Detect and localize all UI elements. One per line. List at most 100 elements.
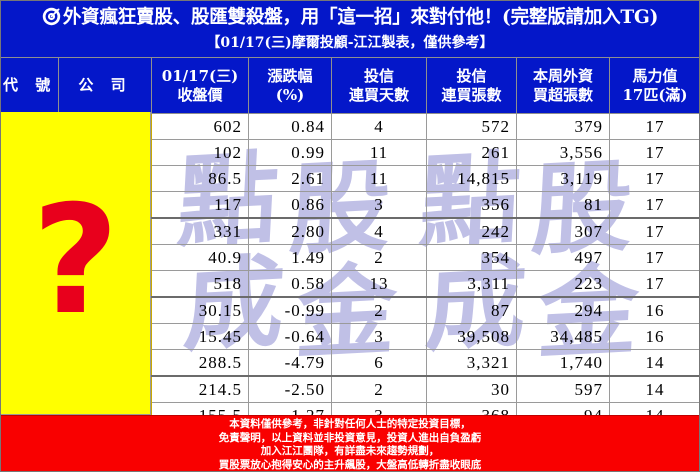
cell-buy-days: 3 — [331, 191, 427, 219]
cell-foreign-net-lots: 379 — [516, 113, 610, 140]
header-line-2: 17匹(滿) — [622, 85, 688, 104]
cell-change-pct: 2.80 — [248, 217, 332, 245]
cell-power-value: 17 — [609, 139, 700, 166]
cell-foreign-net-lots: 81 — [516, 191, 610, 219]
cell-buy-days: 4 — [331, 217, 427, 245]
header-line-1: 01/17(三) — [161, 66, 239, 85]
disclaimer-line: 免責聲明，以上資料並非投資意見，投資人進出自負盈虧 — [218, 431, 482, 444]
cell-close-price: 117 — [151, 191, 249, 219]
column-header-buy-lots: 投信 連買張數 — [426, 57, 517, 114]
cell-power-value: 14 — [609, 349, 700, 377]
disclaimer-line: 本資料僅供參考，非針對任何人士的特定投資目標， — [229, 418, 471, 430]
cell-change-pct: -4.79 — [248, 349, 332, 377]
cell-change-pct: -2.50 — [248, 375, 332, 403]
cell-buy-lots: 3,321 — [426, 349, 517, 377]
header-line-1: 投信 — [363, 66, 394, 85]
cell-foreign-net-lots: 3,119 — [516, 165, 610, 192]
cell-change-pct: -0.64 — [248, 323, 332, 350]
cell-close-price: 214.5 — [151, 375, 249, 403]
header-line-1: 漲跌幅 — [267, 66, 313, 85]
cell-close-price: 15.45 — [151, 323, 249, 350]
cell-power-value: 16 — [609, 296, 700, 324]
disclaimer-line: 買股票放心抱得安心的主升飆股，大盤高低轉折盡收眼底 — [218, 458, 482, 471]
cell-power-value: 17 — [609, 244, 700, 271]
cell-buy-days: 11 — [331, 165, 427, 192]
target-dart-icon — [42, 7, 61, 32]
cell-change-pct: 0.84 — [248, 113, 332, 140]
cell-buy-days: 2 — [331, 296, 427, 324]
cell-close-price: 288.5 — [151, 349, 249, 377]
cell-buy-lots: 356 — [426, 191, 517, 219]
cell-foreign-net-lots: 497 — [516, 244, 610, 271]
header-line-2: 買超張數 — [532, 85, 593, 104]
cell-foreign-net-lots: 597 — [516, 375, 610, 403]
cell-power-value: 17 — [609, 191, 700, 219]
cell-close-price: 331 — [151, 217, 249, 245]
column-header-power-value: 馬力值 17匹(滿) — [609, 57, 700, 114]
table-header-row: 代 號 公 司 01/17(三) 收盤價 漲跌幅 (%) 投信 — [0, 57, 700, 114]
header-line-1: 馬力值 — [632, 66, 678, 85]
cell-buy-days: 6 — [331, 349, 427, 377]
cell-close-price: 102 — [151, 139, 249, 166]
cell-change-pct: 1.49 — [248, 244, 332, 271]
cell-buy-days: 2 — [331, 375, 427, 403]
cell-foreign-net-lots: 223 — [516, 270, 610, 298]
cell-foreign-net-lots: 34,485 — [516, 323, 610, 350]
column-header-buy-days: 投信 連買天數 — [331, 57, 427, 114]
cell-change-pct: 0.58 — [248, 270, 332, 298]
header-line-2: (%) — [275, 85, 305, 104]
cell-buy-lots: 39,508 — [426, 323, 517, 350]
page-title: 外資瘋狂賣股、股匯雙殺盤，用「這一招」來對付他！(完整版請加入TG) — [62, 7, 659, 28]
column-header-change-pct: 漲跌幅 (%) — [248, 57, 332, 114]
header-line-1: 投信 — [456, 66, 487, 85]
header-line-1: 公 司 — [78, 76, 132, 94]
cell-close-price: 86.5 — [151, 165, 249, 192]
cell-change-pct: -0.99 — [248, 296, 332, 324]
cell-buy-lots: 14,815 — [426, 165, 517, 192]
cell-change-pct: 0.86 — [248, 191, 332, 219]
cell-buy-lots: 354 — [426, 244, 517, 271]
cell-power-value: 17 — [609, 165, 700, 192]
cell-buy-lots: 87 — [426, 296, 517, 324]
cell-foreign-net-lots: 3,556 — [516, 139, 610, 166]
cell-power-value: 17 — [609, 270, 700, 298]
cell-change-pct: 0.99 — [248, 139, 332, 166]
cell-buy-days: 11 — [331, 139, 427, 166]
cell-buy-lots: 30 — [426, 375, 517, 403]
cell-buy-days: 4 — [331, 113, 427, 140]
cell-foreign-net-lots: 294 — [516, 296, 610, 324]
question-mark-icon: ? — [31, 173, 119, 348]
cell-power-value: 17 — [609, 217, 700, 245]
cell-foreign-net-lots: 307 — [516, 217, 610, 245]
column-header-company: 公 司 — [58, 57, 152, 114]
cell-close-price: 602 — [151, 113, 249, 140]
cell-power-value: 14 — [609, 375, 700, 403]
cell-buy-lots: 3,311 — [426, 270, 517, 298]
header-line-2: 收盤價 — [177, 85, 223, 104]
hidden-stock-names-panel: ? — [0, 112, 151, 415]
header-line-1: 本周外資 — [532, 66, 593, 85]
cell-buy-days: 13 — [331, 270, 427, 298]
page-subtitle: 【01/17(三)摩爾投顧-江江製表，僅供參考】 — [206, 35, 494, 51]
cell-foreign-net-lots: 1,740 — [516, 349, 610, 377]
cell-buy-lots: 572 — [426, 113, 517, 140]
footer-disclaimer: 本資料僅供參考，非針對任何人士的特定投資目標， 免責聲明，以上資料並非投資意見，… — [0, 415, 700, 472]
header-banner: 外資瘋狂賣股、股匯雙殺盤，用「這一招」來對付他！(完整版請加入TG) 【01/1… — [0, 0, 700, 57]
header-line-2: 連買天數 — [348, 85, 409, 104]
cell-power-value: 16 — [609, 323, 700, 350]
cell-buy-days: 2 — [331, 244, 427, 271]
cell-close-price: 40.9 — [151, 244, 249, 271]
column-header-close-price: 01/17(三) 收盤價 — [151, 57, 249, 114]
cell-close-price: 518 — [151, 270, 249, 298]
cell-close-price: 30.15 — [151, 296, 249, 324]
cell-buy-lots: 261 — [426, 139, 517, 166]
header-title-row: 外資瘋狂賣股、股匯雙殺盤，用「這一招」來對付他！(完整版請加入TG) — [0, 7, 700, 32]
header-line-1: 代 號 — [3, 76, 57, 94]
cell-power-value: 17 — [609, 113, 700, 140]
column-header-code: 代 號 — [0, 57, 59, 114]
cell-change-pct: 2.61 — [248, 165, 332, 192]
header-line-2: 連買張數 — [441, 85, 502, 104]
cell-buy-days: 3 — [331, 323, 427, 350]
column-header-foreign-net-lots: 本周外資 買超張數 — [516, 57, 610, 114]
